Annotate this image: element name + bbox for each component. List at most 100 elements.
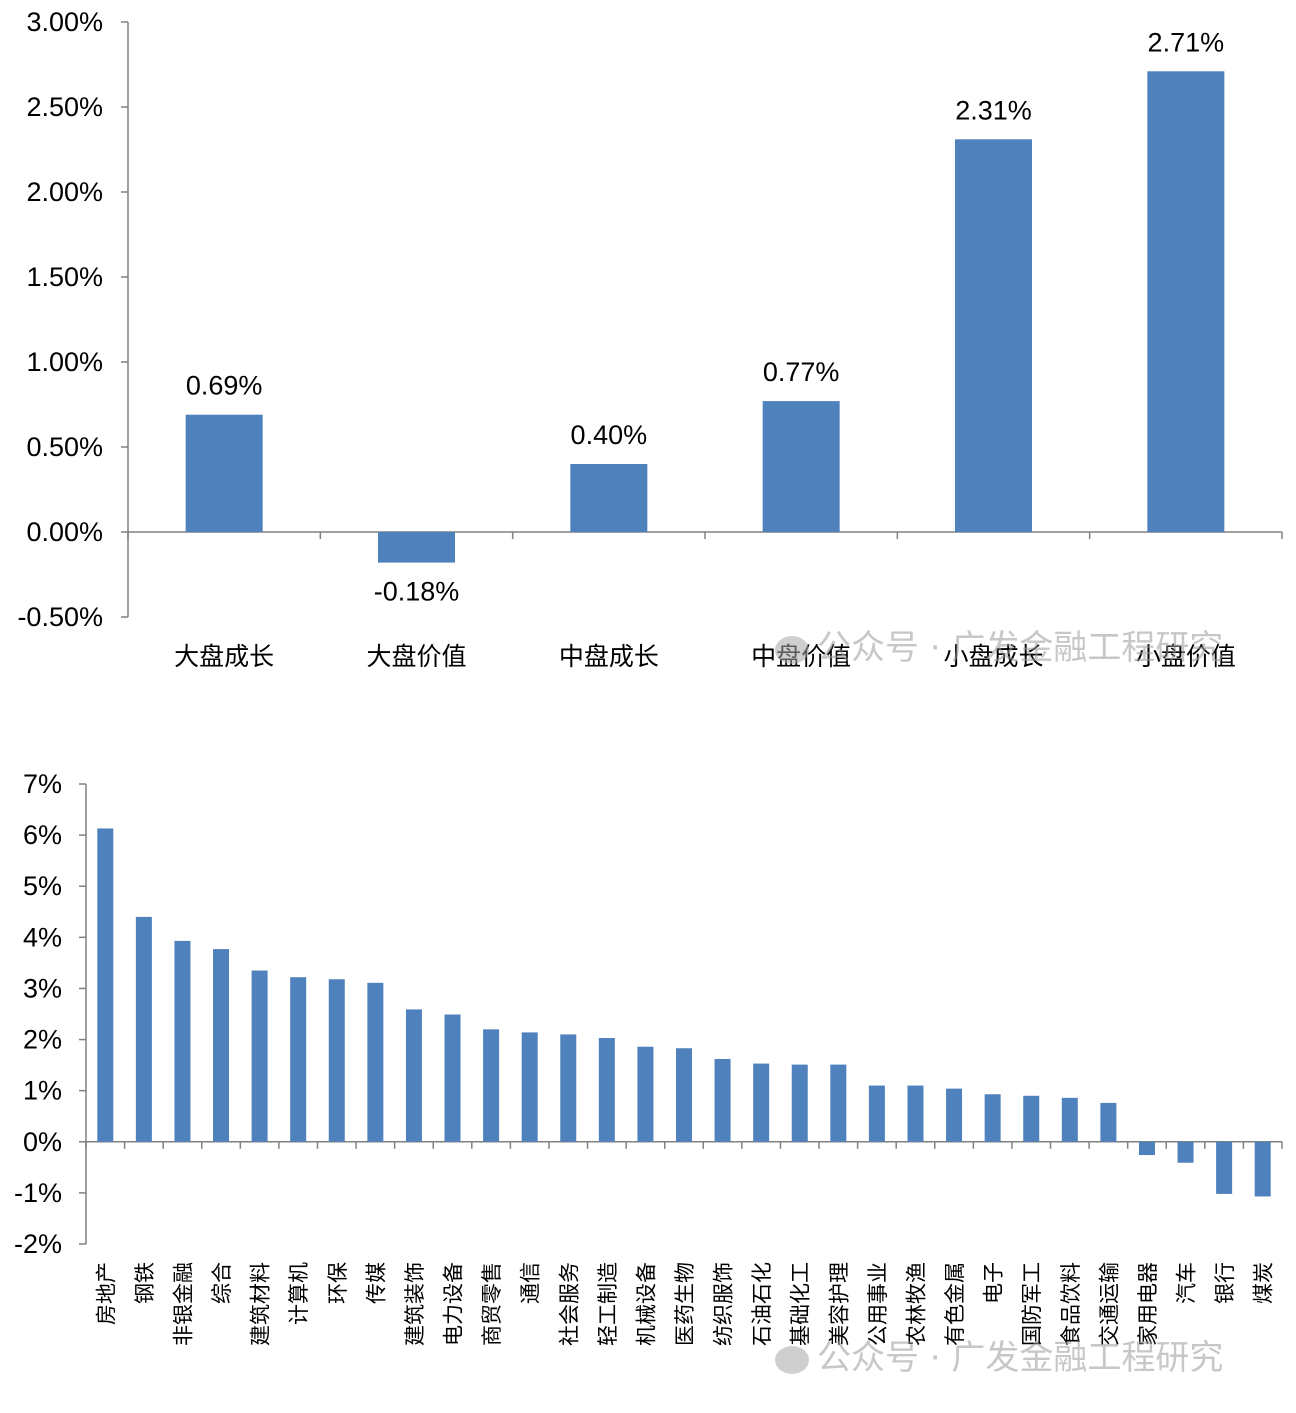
category-label: 医药生物 [673,1262,697,1346]
bar [97,828,114,1142]
bar [1147,71,1225,533]
watermark-text: 公众号 · 广发金融工程研究 [817,1338,1224,1378]
bar [676,1048,692,1142]
category-label: 综合 [210,1262,234,1304]
category-label: 传媒 [364,1262,388,1304]
bar [1100,1102,1117,1142]
category-label: 通信 [519,1262,543,1304]
bar [1061,1097,1078,1142]
bar [1216,1141,1233,1194]
category-label: 小盘成长 [943,642,1043,671]
category-label: 食品饮料 [1059,1262,1083,1346]
style-return-chart: 3.00% 2.50% 2.00% 1.50% 1.00% 0.50% 0.00% -0.50… [17,7,1283,671]
category-label: 煤炭 [1252,1262,1276,1304]
category-label: 交通运输 [1097,1262,1121,1346]
y-tick-label: 5% [23,871,62,901]
y-tick-label: 2% [23,1025,62,1055]
industry-return-chart: 7% 6% 5% 4% 3% 2% 1% 0% -1% -2% 房地产 钢铁 非银金融 综合 建筑材料 计算机… [14,769,1283,1346]
category-label: 基础化工 [789,1262,813,1346]
category-label: 机械设备 [634,1262,658,1346]
category-label: 农林牧渔 [904,1262,928,1346]
category-label: 美容护理 [827,1262,851,1346]
bar [984,1094,1001,1142]
category-label: 中盘成长 [559,642,659,671]
category-label: 公用事业 [866,1262,890,1346]
wechat-icon [775,1345,809,1374]
bar [714,1058,731,1142]
bar [483,1029,500,1142]
category-label: 建筑材料 [249,1262,273,1346]
bar [637,1046,654,1142]
category-label: 环保 [326,1262,350,1304]
bar [791,1064,808,1142]
y-tick-label: 2.00% [26,177,103,207]
y-tick-label: 4% [23,922,62,952]
bar [1177,1141,1194,1163]
y-tick-label: 1% [23,1076,62,1106]
y-tick-label: 1.50% [26,262,103,292]
bar [290,977,307,1142]
y-tick-label: -0.50% [17,602,103,632]
category-label: 石油石化 [750,1262,774,1346]
category-label: 小盘价值 [1136,642,1236,671]
data-label: 2.31% [955,95,1032,125]
bar [135,916,152,1142]
y-tick-label: 1.00% [26,347,103,377]
bar [251,970,268,1142]
bar [328,979,345,1142]
watermark-1: 公众号 · 广发金融工程研究 [775,620,1223,669]
category-label: 大盘价值 [366,642,466,671]
y-tick-label: 2.50% [26,92,103,122]
category-label: 房地产 [94,1262,118,1325]
data-label: 0.69% [186,371,263,401]
category-label: 国防军工 [1020,1262,1044,1346]
bar [570,464,648,532]
data-label: 0.40% [571,420,648,450]
category-label: 电力设备 [442,1262,466,1346]
bar [868,1085,885,1142]
category-label: 有色金属 [943,1262,967,1346]
category-label: 非银金融 [171,1262,195,1346]
watermark-text: 公众号 · 广发金融工程研究 [817,628,1224,668]
category-label: 商贸零售 [480,1262,504,1346]
bar [955,139,1032,533]
category-label: 社会服务 [557,1262,581,1346]
bar [521,1032,538,1142]
wechat-icon [775,635,809,664]
bar [946,1088,963,1142]
bar [907,1085,924,1142]
bar [1138,1141,1155,1156]
bar [1254,1141,1271,1197]
category-label: 银行 [1213,1262,1237,1304]
category-label: 汽车 [1175,1262,1199,1304]
bar [405,1009,422,1142]
bar [598,1038,615,1142]
y-tick-label: 6% [23,820,62,850]
y-tick-label: -2% [14,1229,62,1259]
category-label: 钢铁 [133,1262,157,1304]
bar [185,414,263,532]
watermark-2: 公众号 · 广发金融工程研究 [775,1330,1223,1379]
data-label: 2.71% [1148,27,1225,57]
y-tick-label: 7% [23,769,62,799]
category-label: 家用电器 [1136,1262,1160,1346]
category-label: 建筑装饰 [403,1262,427,1346]
y-tick-label: 0.00% [26,517,103,547]
bar [830,1064,847,1142]
bar [753,1063,770,1142]
bar [1023,1095,1040,1142]
bar [367,982,384,1142]
bar [444,1014,461,1142]
y-tick-label: 3.00% [26,7,103,37]
bar [213,949,230,1142]
category-label: 计算机 [287,1262,311,1325]
bar [560,1034,577,1142]
bar [762,401,840,532]
data-label: -0.18% [374,577,460,607]
bar [378,532,455,563]
category-label: 轻工制造 [596,1262,620,1346]
y-tick-label: 0.50% [26,432,103,462]
data-label: 0.77% [763,357,840,387]
category-label: 纺织服饰 [712,1262,736,1346]
category-label: 电子 [982,1262,1006,1304]
